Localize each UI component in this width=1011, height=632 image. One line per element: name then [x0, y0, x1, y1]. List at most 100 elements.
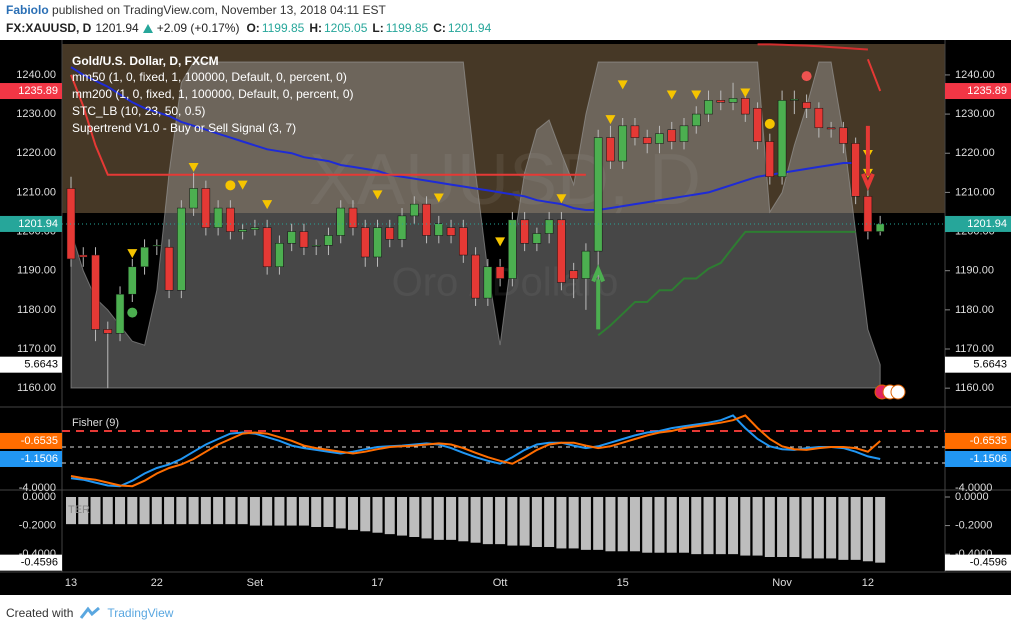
y-tick-label: 1210.00 [955, 186, 995, 198]
histogram-bar [838, 497, 849, 560]
candle-body [360, 227, 370, 258]
signal-circle [764, 118, 775, 129]
candle-body [839, 127, 848, 144]
badge-icon [890, 384, 906, 400]
price-tag: -1.1506 [21, 453, 58, 465]
candle-body [557, 219, 566, 283]
histogram-bar [335, 497, 346, 529]
signal-circle [127, 307, 138, 318]
price-tag-bg [0, 83, 62, 100]
candle-body [777, 100, 787, 177]
histogram-bar [666, 497, 677, 553]
candle-body [177, 207, 186, 291]
price-tag: 5.6643 [973, 359, 1007, 371]
brand[interactable]: TradingView [107, 606, 174, 620]
ohlc-value: 1205.05 [323, 21, 368, 35]
candle-body [790, 98, 799, 101]
candle-body [446, 227, 456, 236]
histogram-bar [813, 497, 824, 559]
histogram-bar [580, 497, 591, 550]
candle-body [189, 188, 198, 209]
candle-body [728, 98, 738, 103]
events-badge: 17 16 3 [874, 378, 925, 400]
histogram-bar [102, 497, 113, 525]
indicator-line [70, 58, 882, 176]
ohlc-label: L: [372, 21, 384, 35]
price-tag-bg [0, 356, 62, 373]
histogram-bar [654, 497, 665, 553]
y-tick-label: 1240.00 [16, 69, 56, 81]
ohlc-label: O: [246, 21, 260, 35]
fisher-line [70, 414, 881, 488]
histogram-bar [409, 497, 420, 537]
candle-body [692, 113, 701, 127]
price-tag: -1.1506 [970, 453, 1007, 465]
chart-title: Gold/U.S. Dollar, D, FXCM [72, 54, 219, 68]
price-tag-bg [945, 450, 1011, 467]
histogram-bar [298, 497, 309, 526]
histogram-bar [862, 497, 873, 562]
candle-body [851, 143, 860, 197]
y-tick-label: 1190.00 [955, 265, 994, 277]
histogram-bar [679, 497, 689, 553]
candle-body [164, 246, 174, 291]
candle-body [213, 207, 223, 228]
histogram-bar [617, 497, 628, 552]
candle-body [544, 219, 554, 234]
signal-triangle [495, 237, 506, 247]
price-tag: 1201.94 [967, 218, 1007, 230]
price-tag-bg [945, 432, 1011, 449]
signal-triangle [188, 162, 199, 172]
footer: Created with TradingView [6, 606, 173, 620]
signal-triangle [372, 190, 383, 200]
histogram-bar [789, 497, 800, 557]
histogram-bar [225, 497, 236, 525]
fisher-line [70, 414, 881, 488]
signal-triangle [740, 88, 751, 98]
price: 1201.94 [95, 21, 139, 35]
axis-floor-label: -4.0000 [955, 482, 992, 494]
price-tag: 1235.89 [18, 85, 58, 97]
candle-body [459, 227, 468, 256]
histogram-bar [568, 497, 579, 549]
candle-body [311, 245, 321, 247]
candle-body [397, 215, 407, 240]
signal-arrow [861, 125, 875, 192]
byline: Fabiolo published on TradingView.com, No… [6, 3, 386, 17]
logo [80, 606, 101, 619]
signal-triangle [617, 80, 628, 90]
x-tick-label: Ott [493, 577, 508, 589]
candle-body [508, 219, 517, 279]
histogram-bar [90, 497, 101, 525]
histogram-bar [139, 497, 150, 525]
histogram-bar [507, 497, 518, 546]
legend-entry: mm200 (1, 0, fixed, 1, 100000, Default, … [72, 87, 354, 101]
candle-body [483, 266, 493, 299]
histogram-bar [850, 497, 861, 560]
indicator-line [757, 43, 868, 51]
histogram-bar [728, 497, 739, 555]
price-tag: -0.4596 [970, 557, 1007, 569]
candle-body [704, 100, 713, 115]
histogram-bar [311, 497, 322, 527]
histogram-bar [752, 497, 763, 556]
signal-triangle [237, 180, 248, 190]
up-icon [142, 23, 153, 33]
legend-entry: Supertrend V1.0 - Buy or Sell Signal (3,… [72, 121, 296, 135]
signal-circle [801, 71, 812, 82]
candle-body [324, 235, 333, 246]
y-tick-label: 1220.00 [955, 147, 995, 159]
candle-body [606, 137, 615, 162]
candle-body [741, 98, 750, 115]
y-tick-label: 1220.00 [16, 147, 56, 159]
ohlc-label: H: [309, 21, 322, 35]
signal-triangle [605, 115, 616, 125]
y-tick-label: 1230.00 [955, 108, 995, 120]
price-tag-bg [945, 83, 1011, 100]
histogram-bar [286, 497, 297, 526]
price-tag: -0.4596 [21, 557, 58, 569]
byline-text: published on TradingView.com, November 1… [52, 3, 386, 17]
candle-body [103, 329, 113, 334]
histogram-bar [531, 497, 542, 547]
author[interactable]: Fabiolo [6, 3, 49, 17]
